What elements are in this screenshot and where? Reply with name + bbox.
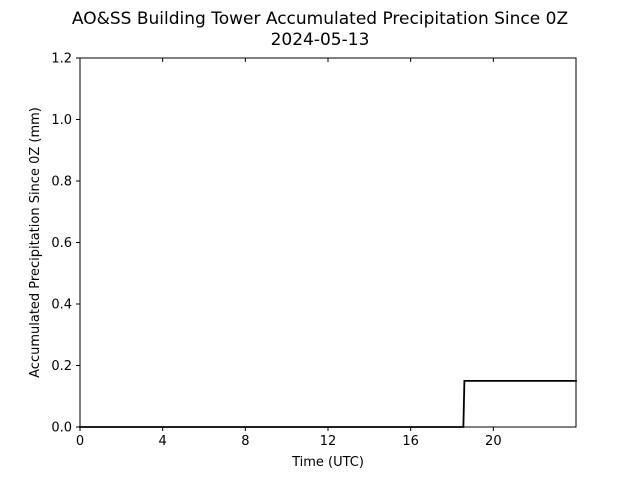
chart-subtitle: 2024-05-13 [271, 30, 370, 50]
y-tick-label: 0.4 [51, 298, 72, 313]
plot-area [79, 57, 577, 428]
y-axis: 0.0 0.2 0.4 0.6 0.8 1.0 1.2 [51, 52, 80, 436]
x-tick-label: 0 [76, 434, 84, 449]
y-tick-label: 0.2 [51, 359, 72, 374]
plot-background [80, 58, 576, 427]
y-tick-label: 0.8 [51, 175, 72, 190]
x-tick-label: 4 [159, 434, 167, 449]
x-tick-label: 12 [320, 434, 337, 449]
y-tick-label: 1.2 [51, 52, 72, 67]
y-tick-label: 0.0 [51, 421, 72, 436]
x-axis: 0 4 8 12 16 20 [76, 58, 502, 449]
x-tick-label: 16 [402, 434, 419, 449]
y-tick-label: 1.0 [51, 113, 72, 128]
chart-title: AO&SS Building Tower Accumulated Precipi… [72, 9, 568, 29]
y-tick-label: 0.6 [51, 236, 72, 251]
x-axis-label: Time (UTC) [291, 455, 364, 470]
x-tick-label: 8 [241, 434, 249, 449]
y-axis-label: Accumulated Precipitation Since 0Z (mm) [28, 107, 43, 378]
x-tick-label: 20 [485, 434, 502, 449]
